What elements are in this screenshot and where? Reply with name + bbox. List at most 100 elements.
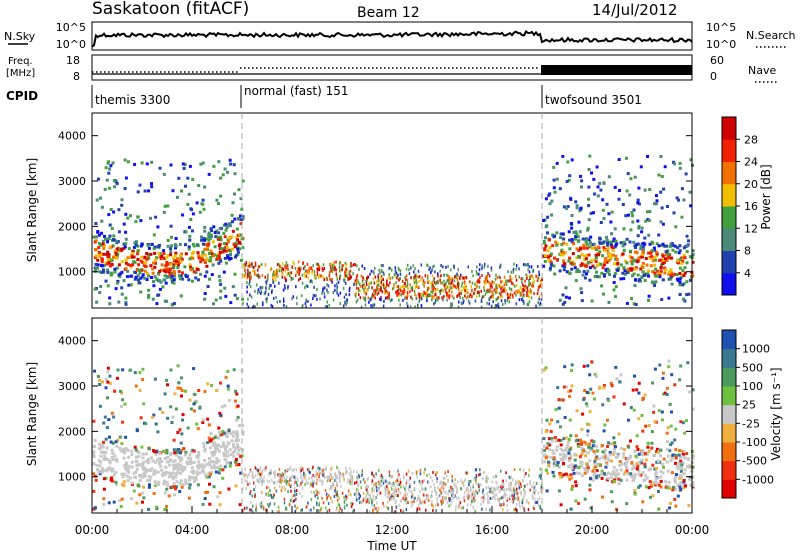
data-cell [254, 466, 257, 470]
data-cell [491, 290, 493, 294]
data-cell [498, 291, 501, 295]
data-cell [542, 219, 546, 222]
data-cell [627, 445, 631, 449]
data-cell [614, 445, 617, 449]
data-cell [234, 255, 237, 259]
data-cell [508, 279, 510, 283]
data-cell [109, 476, 113, 480]
data-cell [391, 287, 394, 291]
data-cell [558, 187, 562, 191]
data-cell [601, 495, 604, 499]
data-cell [561, 264, 565, 268]
data-cell [480, 503, 482, 506]
data-cell [596, 185, 600, 189]
data-cell [184, 230, 188, 234]
data-cell [293, 475, 295, 479]
data-cell [388, 498, 391, 502]
data-cell [683, 456, 687, 460]
data-cell [430, 290, 432, 294]
data-cell [558, 298, 562, 302]
data-cell [106, 270, 110, 274]
data-cell [141, 466, 145, 469]
data-cell [643, 188, 647, 192]
data-cell [561, 302, 565, 306]
data-cell [161, 411, 165, 414]
data-cell [198, 471, 202, 475]
data-cell [201, 202, 205, 206]
data-cell [518, 298, 521, 302]
data-cell [249, 470, 251, 474]
data-cell [602, 384, 606, 387]
data-cell [595, 165, 599, 169]
data-cell [415, 296, 418, 300]
data-cell [372, 295, 374, 298]
data-cell [104, 261, 108, 265]
data-cell [334, 489, 336, 493]
beam-title: Beam 12 [357, 5, 420, 21]
data-cell [190, 466, 194, 470]
data-cell [498, 275, 500, 279]
data-cell [637, 381, 641, 385]
data-cell [191, 177, 195, 181]
data-cell [235, 430, 239, 434]
data-cell [139, 475, 143, 479]
data-cell [269, 493, 271, 497]
data-cell [179, 441, 183, 445]
data-cell [430, 485, 432, 489]
data-cell [279, 264, 281, 268]
data-cell [209, 472, 212, 476]
data-cell [360, 500, 363, 504]
data-cell [107, 261, 111, 265]
data-cell [335, 475, 337, 479]
data-cell [315, 469, 317, 473]
data-cell [322, 480, 324, 484]
data-cell [595, 270, 599, 274]
data-cell [349, 481, 351, 485]
data-cell [178, 451, 182, 455]
data-cell [500, 299, 503, 303]
data-cell [674, 461, 678, 465]
data-cell [290, 271, 293, 275]
data-cell [691, 274, 695, 278]
data-cell [659, 258, 663, 262]
data-cell [330, 278, 332, 282]
data-cell [437, 503, 439, 507]
data-cell [144, 422, 148, 426]
data-cell [684, 419, 688, 423]
data-cell [186, 176, 190, 180]
data-cell [528, 270, 531, 274]
data-cell [493, 281, 495, 285]
data-cell [519, 291, 522, 295]
data-cell [137, 484, 141, 488]
data-cell [657, 173, 661, 177]
data-cell [217, 443, 220, 447]
data-cell [574, 480, 578, 484]
data-cell [321, 482, 323, 486]
data-cell [294, 475, 297, 479]
data-cell [501, 285, 504, 289]
data-cell [479, 263, 481, 267]
data-cell [306, 270, 308, 274]
data-cell [222, 223, 226, 227]
data-cell [279, 476, 281, 480]
data-cell [268, 286, 270, 290]
data-cell [634, 266, 638, 270]
data-cell [293, 468, 295, 471]
data-cell [510, 288, 512, 291]
data-cell [569, 473, 573, 477]
data-cell [540, 486, 543, 490]
data-cell [322, 287, 324, 291]
data-cell [678, 378, 682, 382]
data-cell [279, 265, 282, 269]
data-cell [322, 268, 324, 272]
data-cell [687, 239, 690, 243]
data-cell [218, 468, 222, 471]
data-cell [370, 281, 372, 285]
data-cell [276, 268, 279, 272]
data-cell [661, 242, 665, 246]
data-cell [205, 257, 209, 261]
data-cell [242, 263, 245, 267]
data-cell [499, 276, 501, 280]
data-cell [213, 466, 217, 470]
data-cell [497, 305, 500, 309]
